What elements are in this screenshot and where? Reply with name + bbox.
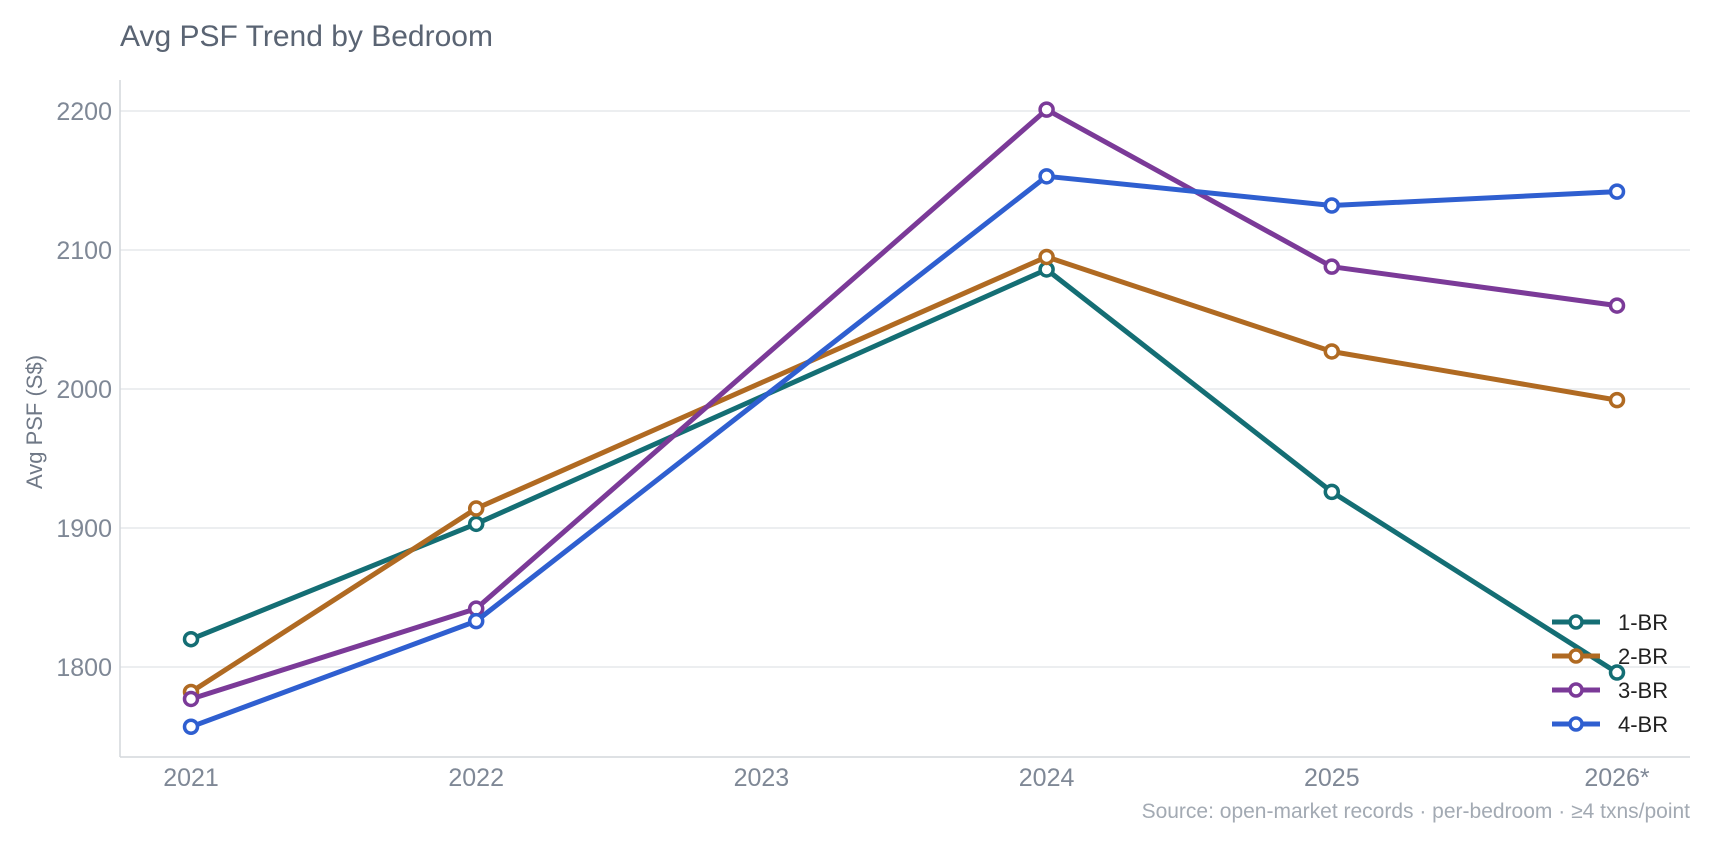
legend-marker <box>1568 648 1584 664</box>
legend-label: 1-BR <box>1618 610 1668 635</box>
legend-marker <box>1568 716 1584 732</box>
chart-title: Avg PSF Trend by Bedroom <box>120 20 493 53</box>
y-tick-label: 2000 <box>56 376 112 404</box>
legend-item: 4-BR <box>1552 712 1668 737</box>
legend-item: 1-BR <box>1552 610 1668 635</box>
data-point <box>1038 248 1055 266</box>
series-line <box>188 267 1620 676</box>
data-point <box>1608 664 1626 681</box>
data-point <box>182 718 200 736</box>
series-2-BR <box>182 248 1626 701</box>
legend-label: 4-BR <box>1618 712 1668 737</box>
y-axis-label: Avg PSF (S$) <box>22 355 47 489</box>
x-tick-label: 2025 <box>1304 764 1360 792</box>
series-line <box>188 107 1620 702</box>
series-line <box>188 254 1620 695</box>
x-tick-label: 2023 <box>734 764 790 792</box>
y-tick-label: 2100 <box>56 237 112 265</box>
data-point <box>467 500 485 517</box>
legend-marker <box>1568 614 1584 630</box>
data-point <box>1323 258 1341 275</box>
legend-item: 2-BR <box>1552 644 1668 669</box>
series-line <box>188 173 1620 730</box>
legend-marker <box>1568 682 1584 698</box>
series-4-BR <box>182 168 1626 736</box>
series-1-BR <box>182 261 1626 681</box>
data-point <box>1608 183 1626 200</box>
x-tick-label: 2021 <box>163 764 219 792</box>
series-layer <box>182 101 1626 736</box>
data-point <box>467 612 485 630</box>
x-tick-label: 2026* <box>1584 764 1650 792</box>
data-point <box>1038 101 1055 118</box>
data-point <box>182 630 200 648</box>
x-tick-label: 2024 <box>1019 764 1075 792</box>
y-tick-label: 1900 <box>56 515 112 543</box>
source-note: Source: open-market records · per-bedroo… <box>1142 800 1691 823</box>
data-point <box>1608 391 1626 409</box>
x-tick-label: 2022 <box>448 764 504 792</box>
data-point <box>467 515 485 533</box>
axes: 1800 1900 2000 2100 2200 2021 2022 2023 2024 2025… <box>56 80 1690 792</box>
data-point <box>1038 168 1055 185</box>
data-point <box>1608 297 1626 314</box>
y-tick-label: 2200 <box>56 98 112 126</box>
data-point <box>1323 197 1341 214</box>
y-tick-label: 1800 <box>56 654 112 682</box>
legend: 1-BR 2-BR 3-BR 4-BR <box>1552 610 1668 737</box>
data-point <box>1323 483 1341 501</box>
legend-label: 3-BR <box>1618 678 1668 703</box>
data-point <box>182 690 200 708</box>
legend-label: 2-BR <box>1618 644 1668 669</box>
grid-lines <box>120 110 1690 668</box>
data-point <box>1323 343 1341 360</box>
series-3-BR <box>182 101 1626 708</box>
legend-item: 3-BR <box>1552 678 1668 703</box>
